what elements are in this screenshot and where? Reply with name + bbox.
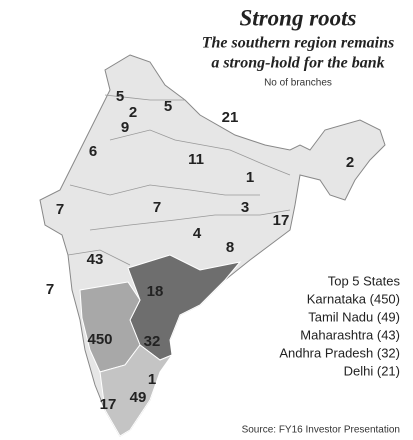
top-state: Delhi (21): [344, 363, 400, 378]
branch-count: 450: [87, 331, 112, 348]
branch-count: 7: [153, 199, 161, 216]
branch-count: 21: [222, 109, 239, 126]
top-state: Maharashtra (43): [300, 327, 400, 342]
top-state: Tamil Nadu (49): [308, 309, 400, 324]
branch-count: 4: [193, 225, 202, 242]
subtitle-line: a strong-hold for the bank: [211, 55, 384, 72]
branch-count: 7: [56, 201, 64, 218]
branch-count: 18: [147, 283, 164, 300]
branch-count: 8: [226, 239, 234, 256]
branch-count: 49: [130, 389, 147, 406]
branch-count: 17: [273, 212, 290, 229]
branch-count: 3: [241, 199, 249, 216]
subtitle-line: The southern region remains: [202, 35, 394, 52]
tamil-nadu-region: [99, 344, 174, 437]
branch-count: 2: [129, 104, 137, 121]
branch-count: 7: [46, 281, 54, 298]
top-state: Karnataka (450): [307, 291, 400, 306]
branch-count: 11: [188, 151, 204, 168]
branch-count: 17: [100, 396, 117, 413]
top-state: Andhra Pradesh (32): [279, 345, 400, 360]
source: Source: FY16 Investor Presentation: [242, 425, 400, 436]
branch-count: 43: [87, 251, 104, 268]
title: Strong roots: [240, 5, 357, 30]
note: No of branches: [264, 78, 332, 89]
top-states-list: Karnataka (450) Tamil Nadu (49) Maharashtr…: [279, 291, 400, 378]
branch-count: 6: [89, 143, 97, 160]
branch-count: 5: [116, 88, 124, 105]
branch-count: 2: [346, 154, 354, 171]
state-borders: [67, 94, 291, 266]
branch-count: 1: [148, 371, 156, 388]
branch-count: 9: [121, 119, 129, 136]
branch-count: 5: [164, 98, 172, 115]
india-outline: [39, 54, 386, 437]
branch-count: 32: [144, 333, 161, 350]
branch-count: 1: [246, 169, 254, 186]
legend-title: Top 5 States: [328, 273, 401, 288]
